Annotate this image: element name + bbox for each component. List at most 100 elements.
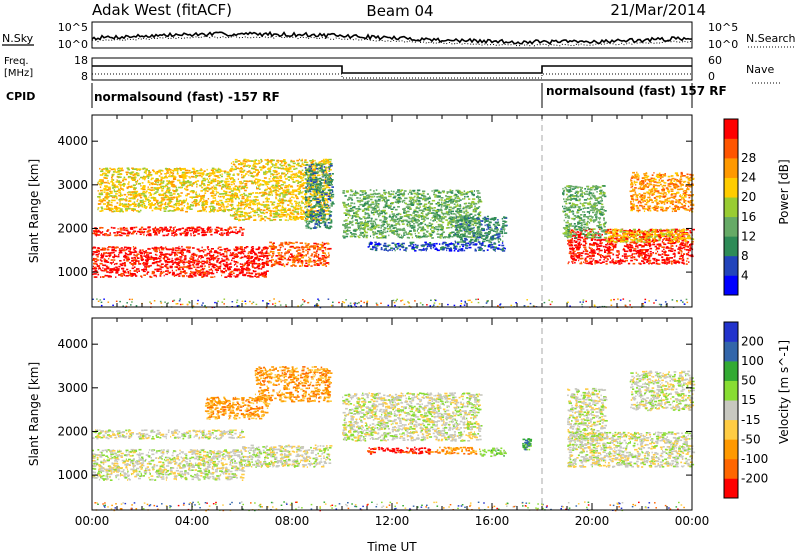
heatmap-region <box>92 226 245 237</box>
colorbar-tick-label: 12 <box>741 229 756 243</box>
y-tick-label: 1000 <box>57 468 88 482</box>
colorbar-segment <box>724 400 738 421</box>
colorbar-segment <box>724 458 738 479</box>
x-tick-label: 00:00 <box>75 514 110 528</box>
heatmap-region <box>242 444 333 468</box>
heatmap-region <box>304 163 335 230</box>
colorbar-segment <box>724 216 738 237</box>
heatmap-region <box>629 370 696 412</box>
velocity-heatmap <box>92 318 696 512</box>
x-tick-label: 04:00 <box>175 514 210 528</box>
colorbar-tick-label: 15 <box>741 393 756 407</box>
noise-left-tick-top: 10^5 <box>58 21 88 34</box>
velocity-colorbar: -200 -100 -50 -15 15 50 100 200 <box>723 321 768 499</box>
heatmap-region <box>479 447 507 457</box>
noise-sky-label: N.Sky <box>2 32 34 45</box>
colorbar-segment <box>724 197 738 218</box>
colorbar-segment <box>724 478 738 499</box>
freq-right-tick-bottom: 0 <box>708 70 715 83</box>
y-tick-label: 3000 <box>57 381 88 395</box>
colorbar-segment <box>724 177 738 198</box>
y-tick-label: 3000 <box>57 178 88 192</box>
power-heatmap <box>92 115 695 309</box>
heatmap-region <box>254 366 333 403</box>
colorbar-tick-label: -50 <box>741 432 761 446</box>
colorbar-segment <box>724 236 738 257</box>
x-tick-label: 00:00 <box>675 514 710 528</box>
colorbar-tick-label: -200 <box>741 471 768 485</box>
velocity-y-axis-label: Slant Range [km] <box>27 362 41 466</box>
y-tick-label: 4000 <box>57 134 88 148</box>
colorbar-tick-label: -15 <box>741 413 761 427</box>
colorbar-segment <box>724 419 738 440</box>
freq-panel-frame <box>91 57 693 81</box>
date-title: 21/Mar/2014 <box>610 1 706 19</box>
heatmap-region <box>367 446 432 455</box>
heatmap-region <box>567 228 695 265</box>
power-y-axis-label: Slant Range [km] <box>27 159 41 263</box>
freq-left-tick-bottom: 8 <box>81 70 88 83</box>
heatmap-region <box>604 228 695 244</box>
heatmap-region <box>629 171 695 213</box>
noise-right-tick-bottom: 10^0 <box>708 38 738 51</box>
colorbar-tick-label: 50 <box>741 374 756 388</box>
frequency-line <box>92 65 692 74</box>
cpid-segment-text: normalsound (fast) 157 RF <box>546 84 727 98</box>
heatmap-region <box>367 241 506 252</box>
heatmap-region <box>92 429 246 440</box>
x-tick-label: 08:00 <box>275 514 310 528</box>
noise-right-tick-top: 10^5 <box>708 21 738 34</box>
heatmap-region <box>92 245 270 278</box>
colorbar-tick-label: 4 <box>741 268 749 282</box>
heatmap-region <box>522 438 533 451</box>
power-colorbar: 4 8 12 16 20 24 28 <box>723 118 756 296</box>
y-tick-label: 2000 <box>57 221 88 235</box>
colorbar-tick-label: 16 <box>741 210 756 224</box>
colorbar-tick-label: 20 <box>741 190 756 204</box>
colorbar-tick-label: 28 <box>741 151 756 165</box>
colorbar-segment <box>724 341 738 362</box>
velocity-y-axis: 1000 2000 3000 4000 <box>57 337 692 482</box>
colorbar-segment <box>724 380 738 401</box>
colorbar-segment <box>724 275 738 296</box>
x-tick-label: 20:00 <box>575 514 610 528</box>
power-colorbar-label: Power [dB] <box>777 159 791 224</box>
colorbar-frame <box>723 118 739 296</box>
colorbar-segment <box>724 119 738 139</box>
colorbar-segment <box>724 322 738 342</box>
power-y-axis: 1000 2000 3000 4000 <box>57 134 692 279</box>
y-tick-label: 1000 <box>57 265 88 279</box>
noise-panel-frame <box>91 21 693 49</box>
x-tick-label: 12:00 <box>375 514 410 528</box>
freq-left-tick-top: 18 <box>74 54 88 67</box>
noise-sky-line <box>91 30 693 45</box>
noise-left-tick-bottom: 10^0 <box>58 38 88 51</box>
heatmap-region <box>267 241 332 268</box>
noise-search-label: N.Search <box>746 32 796 45</box>
colorbar-tick-label: -100 <box>741 452 768 466</box>
heatmap-region <box>342 392 483 442</box>
freq-label-line2: [MHz] <box>4 68 33 79</box>
colorbar-tick-label: 24 <box>741 171 756 185</box>
x-tick-label: 16:00 <box>475 514 510 528</box>
colorbar-segment <box>724 138 738 159</box>
velocity-colorbar-label: Velocity [m s^-1] <box>777 340 791 444</box>
colorbar-tick-label: 8 <box>741 249 749 263</box>
nave-line <box>92 73 692 79</box>
heatmap-region <box>430 446 481 455</box>
y-tick-label: 4000 <box>57 337 88 351</box>
cpid-label: CPID <box>6 90 35 103</box>
colorbar-frame <box>723 321 739 499</box>
cpid-segment-text: normalsound (fast) -157 RF <box>94 90 280 104</box>
colorbar-segment <box>724 158 738 178</box>
heatmap-region <box>97 167 233 213</box>
heatmap-region <box>562 185 608 239</box>
colorbar-segment <box>724 439 738 460</box>
power-x-ticks <box>91 115 693 307</box>
heatmap-region <box>92 448 246 481</box>
y-tick-label: 2000 <box>57 424 88 438</box>
colorbar-segment <box>724 255 738 276</box>
x-axis-label: Time UT <box>366 540 417 554</box>
colorbar-segment <box>724 361 738 381</box>
